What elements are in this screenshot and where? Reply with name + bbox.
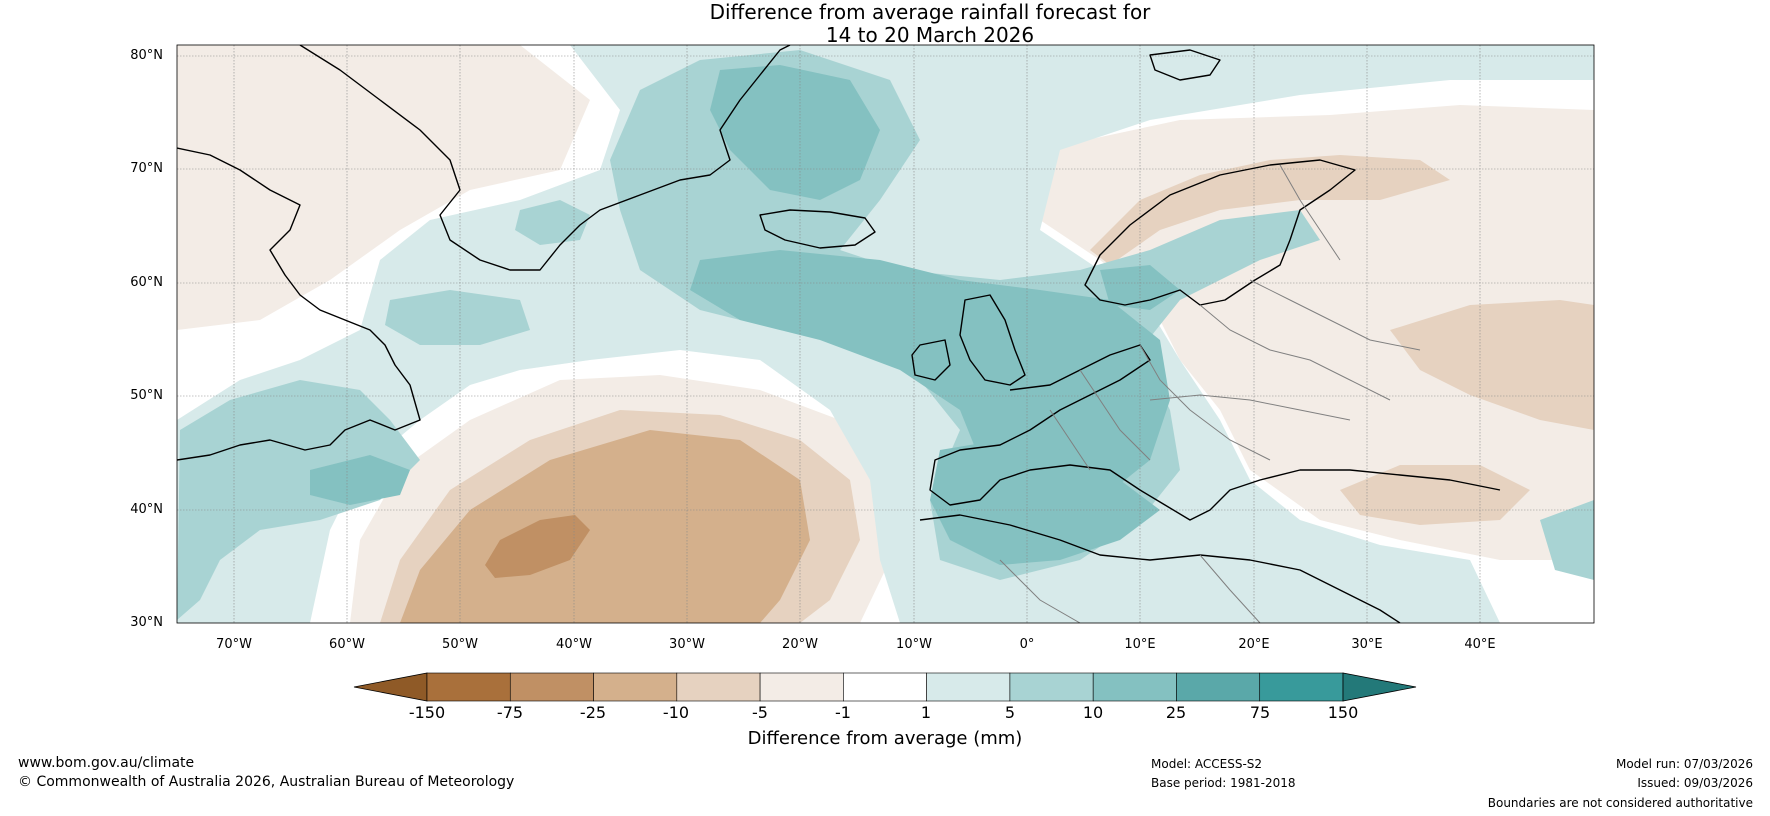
coastline-greenland (299, 45, 791, 271)
lon-label-40w: 40°W (556, 637, 592, 652)
dry-region-russia (1390, 300, 1594, 430)
colorbar-segment (426, 672, 511, 702)
colorbar-segment (759, 672, 844, 702)
colorbar-tick-label: 10 (1082, 703, 1104, 722)
coastline-iceland (759, 209, 876, 249)
wet-region-mediterranean (930, 440, 1160, 565)
lon-label-60w: 60°W (329, 637, 365, 652)
colorbar-segment (509, 672, 594, 702)
lon-label-20w: 20°W (782, 637, 818, 652)
colorbar-tick-label: 75 (1249, 703, 1271, 722)
colorbar-segment (843, 672, 927, 702)
map-title-line-2: 14 to 20 March 2026 (825, 23, 1035, 47)
lat-label-30n: 30°N (130, 615, 163, 630)
lat-label-40n: 40°N (130, 502, 163, 517)
lon-label-30w: 30°W (669, 637, 705, 652)
wet-region-labrador (385, 290, 530, 345)
colorbar-segment (1176, 672, 1261, 702)
lon-label-50w: 50°W (442, 637, 478, 652)
lon-label-0: 0° (1019, 637, 1035, 652)
wet-region-baltic (1100, 265, 1180, 310)
colorbar-extend-low (353, 672, 428, 702)
issued-text: Issued: 09/03/2026 (1637, 776, 1753, 790)
colorbar-tick-label: 150 (1327, 703, 1359, 722)
lon-label-10e: 10°E (1124, 637, 1156, 652)
colorbar-tick-label: -150 (408, 703, 446, 722)
colorbar-segment (926, 672, 1011, 702)
lat-label-70n: 70°N (130, 161, 163, 176)
model-run-text: Model run: 07/03/2026 (1615, 757, 1753, 771)
graticule (177, 45, 1594, 623)
colorbar-segment (676, 672, 761, 702)
wet-region-west-atlantic (177, 380, 420, 620)
colorbar-segment (1259, 672, 1344, 702)
wet-region-caspian (1540, 500, 1594, 580)
colorbar-tick-label: -10 (662, 703, 690, 722)
lat-label-80n: 80°N (130, 48, 163, 63)
colorbar-segment (593, 672, 678, 702)
colorbar-segment (1009, 672, 1094, 702)
colorbar-tick-label: -25 (579, 703, 607, 722)
colorbar-tick-label: 25 (1165, 703, 1187, 722)
lon-label-40e: 40°E (1464, 637, 1496, 652)
disclaimer-text: Boundaries are not considered authoritat… (1487, 796, 1753, 810)
lon-label-30e: 30°E (1351, 637, 1383, 652)
colorbar-segment (1092, 672, 1177, 702)
map-title-line-1: Difference from average rainfall forecas… (709, 0, 1151, 24)
coastline-europe-west (929, 344, 1501, 521)
coastline-scandinavia (1084, 159, 1356, 306)
lat-label-50n: 50°N (130, 388, 163, 403)
colorbar-label: Difference from average (mm) (747, 728, 1023, 749)
base-period-text: Base period: 1981-2018 (1151, 776, 1296, 790)
colorbar-tick-label: -1 (835, 703, 851, 722)
colorbar-tick-label: 5 (1004, 703, 1016, 722)
colorbar-tick-label: 1 (920, 703, 932, 722)
lon-label-20e: 20°E (1238, 637, 1270, 652)
coastline-north-africa (919, 514, 1401, 623)
dry-region-west-atlantic-north (177, 45, 590, 330)
national-borders (999, 164, 1421, 623)
colorbar-tick-label: -75 (496, 703, 524, 722)
dry-region-mid-atlantic-peak (485, 515, 590, 578)
coastline-uk-ireland (911, 294, 1026, 386)
colorbar-tick-label: -5 (752, 703, 768, 722)
lat-label-60n: 60°N (130, 275, 163, 290)
website-text: www.bom.gov.au/climate (18, 755, 195, 771)
colorbar-extend-high (1342, 672, 1417, 702)
coastline-svalbard (1149, 49, 1221, 81)
dry-region-scandinavia (1090, 155, 1450, 265)
wet-region-greenland-sea (710, 65, 880, 200)
model-text: Model: ACCESS-S2 (1151, 757, 1263, 771)
lon-label-10w: 10°W (896, 637, 932, 652)
lon-label-70w: 70°W (216, 637, 252, 652)
coastline-canada (177, 147, 421, 461)
map-frame (176, 44, 1595, 624)
copyright-text: © Commonwealth of Australia 2026, Austra… (18, 774, 515, 790)
wet-region-west-atlantic-core (310, 455, 410, 505)
